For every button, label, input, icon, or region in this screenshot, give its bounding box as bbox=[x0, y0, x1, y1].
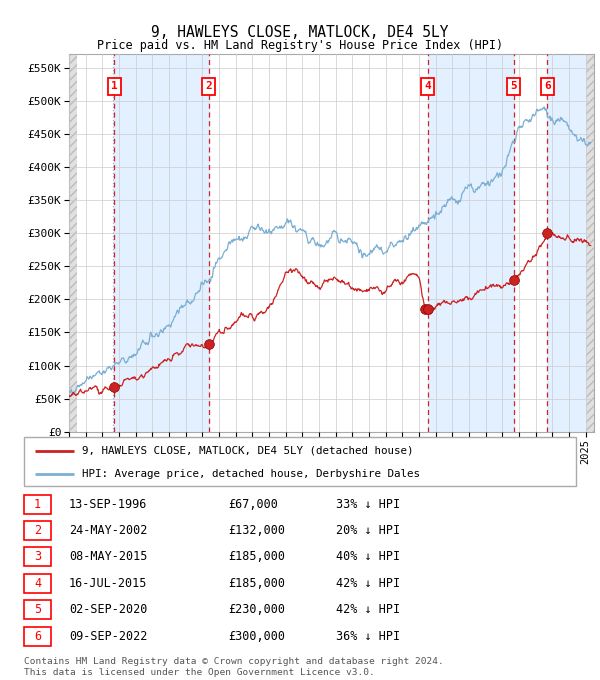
Text: 20% ↓ HPI: 20% ↓ HPI bbox=[336, 524, 400, 537]
Text: 3: 3 bbox=[34, 551, 41, 564]
Text: 02-SEP-2020: 02-SEP-2020 bbox=[69, 603, 148, 616]
Text: 9, HAWLEYS CLOSE, MATLOCK, DE4 5LY: 9, HAWLEYS CLOSE, MATLOCK, DE4 5LY bbox=[151, 24, 449, 40]
Text: 9, HAWLEYS CLOSE, MATLOCK, DE4 5LY (detached house): 9, HAWLEYS CLOSE, MATLOCK, DE4 5LY (deta… bbox=[82, 446, 413, 456]
Text: £230,000: £230,000 bbox=[228, 603, 285, 616]
Text: 13-SEP-1996: 13-SEP-1996 bbox=[69, 498, 148, 511]
Text: 36% ↓ HPI: 36% ↓ HPI bbox=[336, 630, 400, 643]
Text: 5: 5 bbox=[510, 82, 517, 92]
Text: Contains HM Land Registry data © Crown copyright and database right 2024.
This d: Contains HM Land Registry data © Crown c… bbox=[24, 657, 444, 677]
Text: £185,000: £185,000 bbox=[228, 577, 285, 590]
Bar bbox=[114, 54, 209, 432]
Text: 16-JUL-2015: 16-JUL-2015 bbox=[69, 577, 148, 590]
Text: 1: 1 bbox=[34, 498, 41, 511]
Text: 4: 4 bbox=[425, 82, 431, 92]
Text: 33% ↓ HPI: 33% ↓ HPI bbox=[336, 498, 400, 511]
Bar bbox=[428, 54, 514, 432]
Text: 1: 1 bbox=[111, 82, 118, 92]
FancyBboxPatch shape bbox=[24, 437, 576, 486]
Text: £300,000: £300,000 bbox=[228, 630, 285, 643]
Text: 08-MAY-2015: 08-MAY-2015 bbox=[69, 551, 148, 564]
Bar bbox=[69, 54, 77, 432]
Text: 6: 6 bbox=[34, 630, 41, 643]
Text: Price paid vs. HM Land Registry's House Price Index (HPI): Price paid vs. HM Land Registry's House … bbox=[97, 39, 503, 52]
Text: 4: 4 bbox=[34, 577, 41, 590]
Bar bbox=[586, 54, 594, 432]
Text: 2: 2 bbox=[34, 524, 41, 537]
Text: £132,000: £132,000 bbox=[228, 524, 285, 537]
Text: 2: 2 bbox=[205, 82, 212, 92]
Text: 6: 6 bbox=[544, 82, 551, 92]
Text: 40% ↓ HPI: 40% ↓ HPI bbox=[336, 551, 400, 564]
Text: 5: 5 bbox=[34, 603, 41, 616]
Text: 09-SEP-2022: 09-SEP-2022 bbox=[69, 630, 148, 643]
Text: 42% ↓ HPI: 42% ↓ HPI bbox=[336, 577, 400, 590]
Bar bbox=[547, 54, 594, 432]
Text: £67,000: £67,000 bbox=[228, 498, 278, 511]
Text: 24-MAY-2002: 24-MAY-2002 bbox=[69, 524, 148, 537]
Text: 42% ↓ HPI: 42% ↓ HPI bbox=[336, 603, 400, 616]
Text: HPI: Average price, detached house, Derbyshire Dales: HPI: Average price, detached house, Derb… bbox=[82, 469, 420, 479]
Text: £185,000: £185,000 bbox=[228, 551, 285, 564]
